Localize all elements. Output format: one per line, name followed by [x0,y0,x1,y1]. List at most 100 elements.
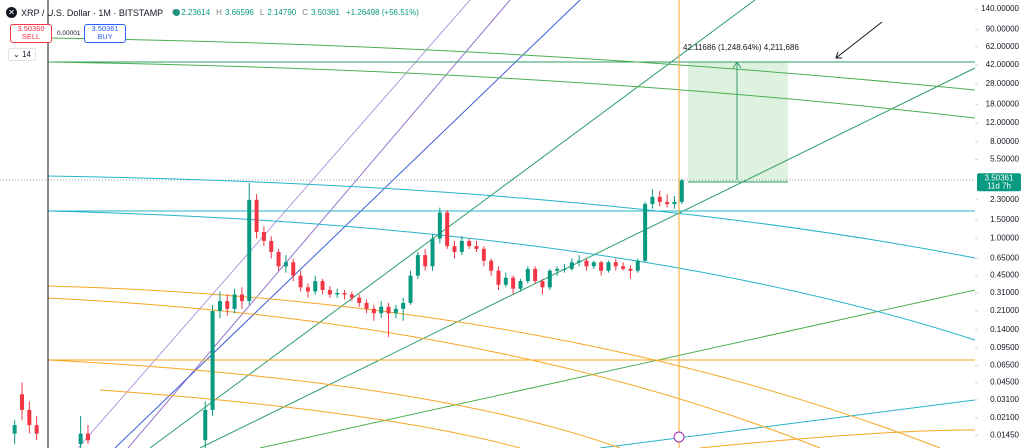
candle-body [239,294,244,302]
chart-title[interactable]: XRP / U.S. Dollar · 1M · BITSTAMP [21,7,164,18]
candle-body [459,240,464,252]
candle-body [19,394,24,410]
spread: 0.00001 [57,30,81,37]
buy-button[interactable]: 3.50361 BUY [84,24,126,43]
y-tick-label: 12.00000 [986,118,1020,127]
ohlc-key: O [172,8,179,17]
ohlc-value: 3.66596 [224,8,254,17]
fan-line [149,0,756,448]
candle-body [335,292,340,295]
candle-body [313,281,318,292]
candle-body [518,281,523,289]
y-tick-label: 140.00000 [981,4,1019,13]
candle-body [474,246,479,249]
candle-body [445,212,450,247]
candle-body [569,262,574,269]
ohlc-key: H [216,8,222,17]
candle-body [298,275,303,288]
candle-body [584,260,589,267]
y-tick-label: 0.45000 [990,271,1019,280]
last-price: 3.50361 [985,173,1014,182]
measure-arrowhead [732,61,742,69]
candle-body [34,425,39,434]
y-tick-label: 28.00000 [986,79,1020,88]
candle-body [547,270,552,288]
candle-body [511,277,516,289]
change: +1.26498 (+56.51%) [345,8,419,17]
candle-body [232,294,237,309]
arc [47,37,976,91]
y-tick-label: 0.01450 [990,430,1019,439]
candle-body [533,268,538,282]
candle-body [650,196,655,205]
candle-body [217,301,222,312]
measure-label: 42.11686 (1,248.64%) 4,211,686 [683,43,799,52]
candle-body [261,232,266,241]
candle-body [357,297,362,303]
candle-body [254,199,259,233]
fan-line [259,289,976,448]
candle-body [393,308,398,314]
indicator-toggle[interactable]: ⌄ 14 [8,48,36,61]
y-tick-label: 0.02100 [990,413,1019,422]
countdown: 11d 7h [987,181,1011,190]
candle-body [283,262,288,267]
candle-body [85,433,90,441]
candle-body [210,311,215,410]
price-axis [975,0,1024,448]
y-tick-label: 0.04500 [990,378,1019,387]
candle-body [665,201,670,205]
drawings [0,0,976,448]
ohlc-value: 2.23614 [181,8,211,17]
candle-body [481,248,486,261]
y-tick-label: 0.21000 [990,306,1019,315]
candle-body [643,204,648,261]
y-tick-label: 5.50000 [990,154,1019,163]
y-tick-label: 0.14000 [990,325,1019,334]
candle-body [489,260,494,271]
candles [12,179,684,448]
candle-body [525,268,530,282]
candle-body [672,201,677,205]
symbol-header: ✕ XRP / U.S. Dollar · 1M · BITSTAMP [6,7,181,18]
candle-body [628,268,633,271]
candle-body [342,292,347,295]
candle-body [621,266,626,269]
y-tick-label: 1.50000 [990,215,1019,224]
sell-button[interactable]: 3.50360 SELL [10,24,52,43]
candle-body [555,268,560,271]
y-tick-label: 0.65000 [990,254,1019,263]
candle-body [613,262,618,267]
candle-body [430,238,435,267]
candle-body [247,199,252,302]
y-tick-label: 42.00000 [986,60,1020,69]
arc [47,61,976,119]
candle-body [269,240,274,252]
ohlc-value: 3.50361 [311,8,340,17]
fan-line [199,67,976,448]
candle-body [291,262,296,276]
candle-body [327,290,332,295]
y-tick-label: 0.06500 [990,361,1019,370]
measure-box [688,62,788,182]
candle-body [203,409,208,441]
arc [47,297,821,448]
candle-body [452,246,457,252]
candle-body [78,433,83,444]
candle-body [540,281,545,288]
ohlc-key: C [302,8,309,17]
sell-label: SELL [21,32,41,41]
candle-body [599,262,604,271]
y-tick-label: 0.03100 [990,395,1019,404]
y-tick-label: 2.30000 [990,195,1019,204]
buy-price: 3.50361 [91,24,119,33]
candle-body [503,277,508,285]
arc [699,429,976,448]
candle-body [415,255,420,276]
axis-labels: 140.00000 90.00000 62.00000 42.00000 28.0000… [975,4,1020,439]
candle-body [423,255,428,267]
candle-body [401,302,406,309]
candle-body [562,268,567,270]
